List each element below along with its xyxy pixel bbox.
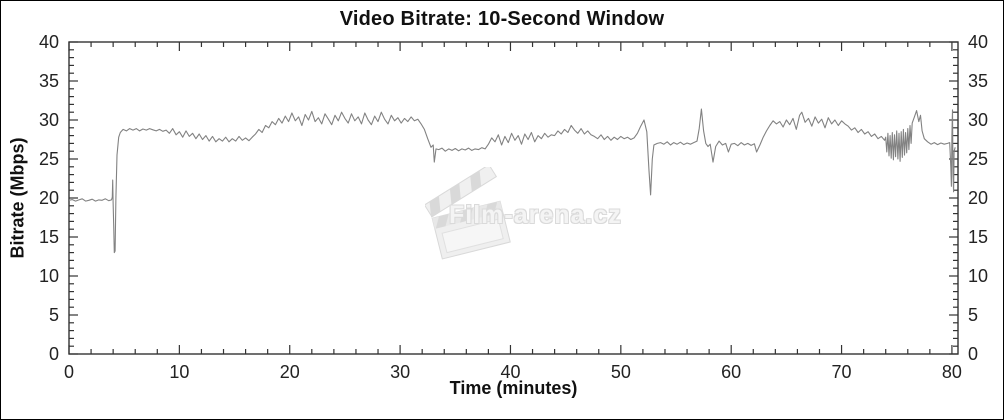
y-tick-label-right-5: 5 <box>968 305 978 325</box>
x-tick-label-60: 60 <box>721 362 741 382</box>
y-tick-label-right-40: 40 <box>968 32 988 52</box>
watermark: Film-arena.cz <box>425 167 621 262</box>
y-tick-label-left-40: 40 <box>39 32 59 52</box>
y-tick-label-left-35: 35 <box>39 71 59 91</box>
y-tick-label-left-10: 10 <box>39 266 59 286</box>
chart-title: Video Bitrate: 10-Second Window <box>339 8 665 30</box>
y-tick-label-left-25: 25 <box>39 149 59 169</box>
y-tick-label-right-0: 0 <box>968 344 978 364</box>
x-axis-title: Time (minutes) <box>449 378 578 398</box>
y-tick-label-left-20: 20 <box>39 188 59 208</box>
x-tick-label-80: 80 <box>942 362 962 382</box>
y-tick-label-left-0: 0 <box>49 344 59 364</box>
x-tick-label-20: 20 <box>280 362 300 382</box>
x-tick-label-0: 0 <box>64 362 74 382</box>
x-tick-label-40: 40 <box>500 362 520 382</box>
y-tick-label-right-30: 30 <box>968 110 988 130</box>
plot-frame <box>68 41 959 355</box>
bitrate-line <box>68 108 956 254</box>
y-tick-label-right-15: 15 <box>968 227 988 247</box>
x-tick-label-50: 50 <box>611 362 631 382</box>
y-tick-label-left-30: 30 <box>39 110 59 130</box>
y-tick-label-right-10: 10 <box>968 266 988 286</box>
y-tick-label-left-5: 5 <box>49 305 59 325</box>
clapperboard-icon <box>425 167 511 260</box>
y-tick-label-right-35: 35 <box>968 71 988 91</box>
y-tick-label-right-20: 20 <box>968 188 988 208</box>
x-tick-label-70: 70 <box>832 362 852 382</box>
y-axis-title: Bitrate (Mbps) <box>7 137 28 259</box>
x-tick-label-10: 10 <box>169 362 189 382</box>
watermark-text: Film-arena.cz <box>449 201 622 229</box>
x-tick-label-30: 30 <box>390 362 410 382</box>
y-tick-label-left-15: 15 <box>39 227 59 247</box>
y-tick-label-right-25: 25 <box>968 149 988 169</box>
